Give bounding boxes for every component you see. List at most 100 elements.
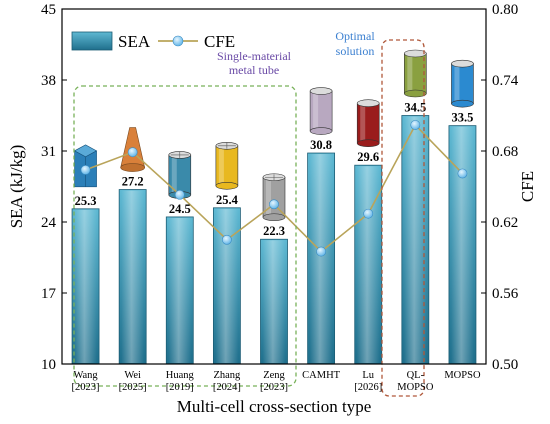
- bar-series: [71, 115, 477, 365]
- plot-border: [61, 8, 487, 365]
- tube-base: [309, 127, 333, 135]
- tube-base: [451, 99, 474, 108]
- tube-icon: [262, 173, 286, 222]
- tube-icon: [168, 151, 192, 199]
- cfe-marker: [363, 208, 374, 219]
- x-tick-label: [2026]: [354, 382, 382, 393]
- legend: SEA CFE: [71, 31, 235, 51]
- tube-shine: [407, 53, 413, 94]
- tube-top: [404, 49, 427, 58]
- tube-shine: [313, 91, 319, 132]
- tube-icon: [309, 87, 333, 135]
- group-label-line-1: Single-material: [217, 49, 292, 63]
- tube-shine: [218, 145, 224, 186]
- tube-top: [309, 87, 333, 95]
- x-tick-label: Huang: [166, 370, 195, 381]
- y2-tick-label: 0.68: [492, 144, 518, 160]
- y2-tick-label: 0.62: [492, 215, 518, 231]
- tube-base: [262, 213, 286, 222]
- x-tick-label: Zhang: [213, 370, 241, 381]
- tube-icon: [356, 99, 380, 147]
- sea-bar-label: 25.3: [75, 194, 97, 208]
- y2-tick-label: 0.80: [492, 2, 518, 18]
- tube-icon: [451, 59, 474, 108]
- cfe-marker: [269, 199, 279, 210]
- cfe-marker: [410, 120, 421, 130]
- cfe-marker: [127, 147, 138, 158]
- x-axis-title: Multi-cell cross-section type: [177, 397, 372, 416]
- tube-shine: [360, 103, 366, 144]
- tube-icon: [404, 49, 427, 98]
- y-tick-label: 38: [41, 73, 56, 89]
- sea-bar-label: 33.5: [452, 111, 474, 125]
- sea-bar-label: 29.6: [357, 150, 379, 164]
- x-tick-label: Wei: [124, 370, 141, 381]
- cfe-marker: [221, 234, 232, 245]
- cfe-marker: [174, 189, 185, 200]
- optimal-label-line-2: solution: [336, 44, 375, 58]
- sea-bar-highlight: [74, 209, 98, 363]
- sea-bar-highlight: [168, 217, 192, 363]
- tube-shine: [454, 63, 460, 104]
- sea-bar-label: 27.2: [122, 175, 144, 189]
- y-tick-label: 17: [41, 286, 57, 302]
- y2-tick-label: 0.50: [492, 357, 518, 373]
- x-tick-label: [2023]: [72, 382, 100, 393]
- sea-bar-highlight: [356, 166, 380, 363]
- sea-bar-highlight: [403, 116, 427, 363]
- legend-swatch-cfe-marker: [172, 35, 184, 47]
- x-tick-label: [2019]: [166, 382, 194, 393]
- cfe-marker: [80, 165, 91, 175]
- tube-icon: [215, 142, 239, 190]
- sea-bar-label: 34.5: [404, 101, 426, 115]
- cone-base: [120, 163, 145, 172]
- y-tick-label: 24: [41, 215, 57, 231]
- tube-shine: [171, 154, 177, 195]
- tube-base: [215, 182, 239, 190]
- y-tick-label: 31: [41, 144, 56, 160]
- y-axis-title: SEA (kJ/kg): [7, 145, 26, 229]
- x-tick-label: [2025]: [119, 382, 147, 393]
- tube-top: [356, 99, 380, 107]
- sea-bar-label: 25.4: [216, 193, 239, 207]
- x-tick-label: Zeng: [263, 370, 285, 381]
- tube-shine: [266, 177, 271, 218]
- y-tick-label: 10: [41, 357, 56, 373]
- bar-value-labels: 25.3 27.2 24.5 25.4 22.3 30.8 29.6 34.5 33.5: [75, 101, 474, 239]
- tube-top: [73, 144, 98, 158]
- optimal-label-line-1: Optimal: [335, 29, 375, 43]
- legend-label-cfe: CFE: [204, 32, 235, 51]
- cfe-marker: [457, 168, 468, 179]
- optimal-box: [381, 39, 425, 397]
- group-box: [73, 85, 297, 387]
- axes: 10 17 24 31 38 45 0.50 0.56 0.62 0.68 0.74 0.80 Wang…: [7, 2, 537, 416]
- group-label-line-2: metal tube: [229, 63, 279, 77]
- x-tick-label: CAMHT: [302, 370, 341, 381]
- x-tick-label: MOPSO: [397, 382, 434, 393]
- tube-top: [451, 59, 474, 68]
- x-tick-label: [2023]: [260, 382, 288, 393]
- legend-swatch-sea: [71, 31, 113, 51]
- x-tick-label: MOPSO: [444, 370, 481, 381]
- y2-tick-label: 0.56: [492, 286, 519, 302]
- sea-bar-label: 30.8: [310, 138, 332, 152]
- x-tick-label: [2024]: [213, 382, 241, 393]
- sea-bar-label: 24.5: [169, 202, 191, 216]
- cfe-line-series: [80, 120, 468, 257]
- y2-tick-label: 0.74: [492, 73, 519, 89]
- sea-bar-highlight: [215, 208, 239, 363]
- sea-bar-highlight: [121, 190, 145, 363]
- sea-bar-highlight: [309, 154, 333, 363]
- x-tick-label: Lu: [362, 370, 374, 381]
- sea-bar-highlight: [450, 126, 474, 364]
- x-tick-label: QL-: [407, 370, 425, 381]
- sea-bar-highlight: [262, 240, 286, 363]
- y2-axis-title: CFE: [518, 171, 537, 202]
- x-tick-label: Wang: [73, 370, 98, 381]
- y-tick-label: 45: [41, 2, 56, 18]
- sea-bar-label: 22.3: [263, 224, 285, 238]
- tube-base: [356, 139, 380, 147]
